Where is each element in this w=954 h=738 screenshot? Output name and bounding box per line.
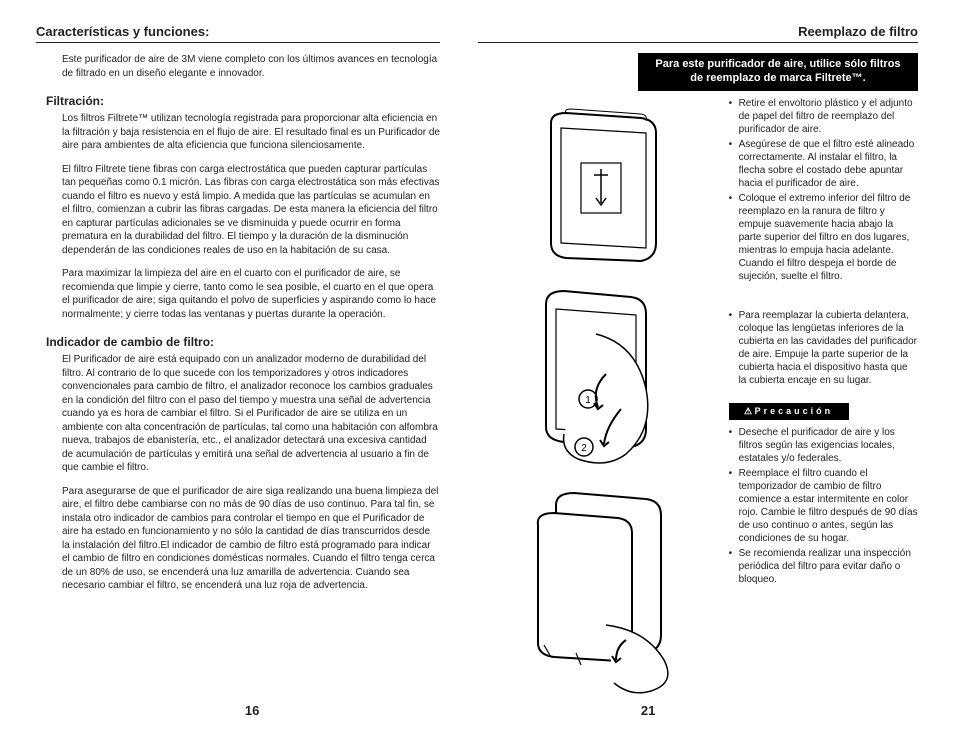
filter-illustration-3 (496, 485, 696, 695)
spacer (725, 285, 918, 309)
page-number-right: 21 (641, 703, 655, 718)
svg-text:2: 2 (582, 443, 588, 454)
intro-text: Este purificador de aire de 3M viene com… (62, 53, 440, 80)
right-body: 1 2 (478, 97, 918, 719)
heading-replace: Reemplazo de filtro (478, 24, 918, 43)
page-right: Reemplazo de filtro Para este purificado… (468, 24, 918, 718)
bullet-item: Reemplace el filtro cuando el temporizad… (739, 467, 918, 545)
filter-illustration-2: 1 2 (496, 279, 696, 479)
bullet-list-steps: Retire el envoltorio plástico y el adjun… (725, 97, 918, 285)
bullet-item: Deseche el purificador de aire y los fil… (739, 426, 918, 465)
page-number-left: 16 (245, 703, 259, 718)
illustration-column: 1 2 (478, 97, 714, 719)
subheading-indicador: Indicador de cambio de filtro: (46, 335, 440, 349)
subheading-filtracion: Filtración: (46, 94, 440, 108)
svg-text:1: 1 (586, 395, 592, 406)
para: El Purificador de aire está equipado con… (62, 353, 440, 475)
bullet-item: Coloque el extremo inferior del filtro d… (739, 192, 918, 283)
bullet-item: Retire el envoltorio plástico y el adjun… (739, 97, 918, 136)
bullet-list-cover: Para reemplazar la cubierta delantera, c… (725, 309, 918, 389)
bullet-item: Para reemplazar la cubierta delantera, c… (739, 309, 918, 387)
para: El filtro Filtrete tiene fibras con carg… (62, 163, 440, 258)
bullet-item: Asegúrese de que el filtro esté alineado… (739, 138, 918, 190)
text-column: Retire el envoltorio plástico y el adjun… (725, 97, 918, 719)
caution-header: Precaución (729, 403, 849, 420)
page-left: Características y funciones: Este purifi… (36, 24, 468, 718)
para: Los filtros Filtrete™ utilizan tecnologí… (62, 112, 440, 153)
filter-illustration-1 (496, 103, 696, 273)
bullet-item: Se recomienda realizar una inspección pe… (739, 547, 918, 586)
callout-box: Para este purificador de aire, utilice s… (638, 53, 918, 91)
para: Para maximizar la limpieza del aire en e… (62, 267, 440, 321)
manual-spread: Características y funciones: Este purifi… (0, 0, 954, 738)
bullet-list-caution: Deseche el purificador de aire y los fil… (725, 426, 918, 588)
heading-features: Características y funciones: (36, 24, 440, 43)
para: Para asegurarse de que el purificador de… (62, 485, 440, 593)
